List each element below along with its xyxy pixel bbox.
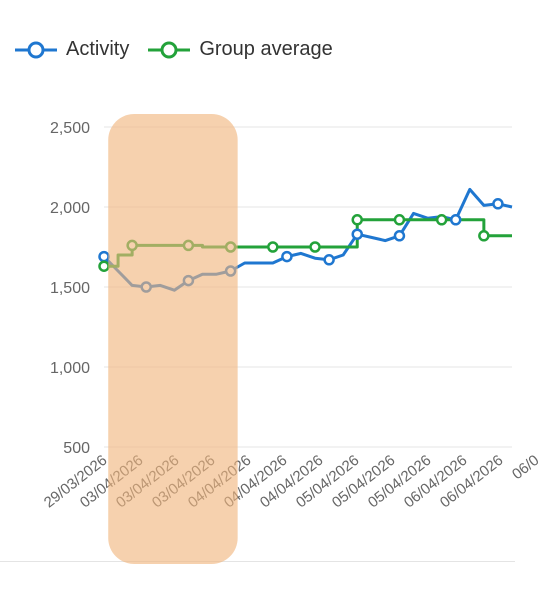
group-average-point [267,241,279,253]
group-average-point [435,214,448,226]
highlight-region [108,114,238,564]
group-average-point [478,230,490,242]
card-divider [0,561,515,562]
activity-point [393,230,406,242]
activity-point [323,254,335,266]
chart-legend: Activity Group average [14,38,333,61]
y-tick-label: 2,500 [50,120,90,137]
y-tick-label: 1,500 [50,280,90,297]
y-tick-label: 2,000 [50,200,90,217]
activity-point [98,250,110,263]
legend-activity-label: Activity [66,38,130,60]
legend-activity-swatch-icon [15,41,57,58]
activity-point [492,198,504,210]
legend-item-activity[interactable]: Activity [14,38,129,61]
x-tick-label: 06/0 [509,452,541,483]
chart-card [0,0,541,560]
legend-group-label: Group average [199,38,333,60]
group-average-point [98,260,110,272]
legend-item-group-average[interactable]: Group average [147,38,333,61]
legend-group-swatch-icon [148,41,191,58]
group-average-point [351,214,363,226]
y-tick-label: 1,000 [50,360,90,377]
activity-point [281,250,293,263]
group-average-point [393,214,406,226]
group-average-point [309,241,321,253]
activity-point [351,228,363,240]
activity-point [449,214,462,226]
y-tick-label: 500 [63,440,90,457]
